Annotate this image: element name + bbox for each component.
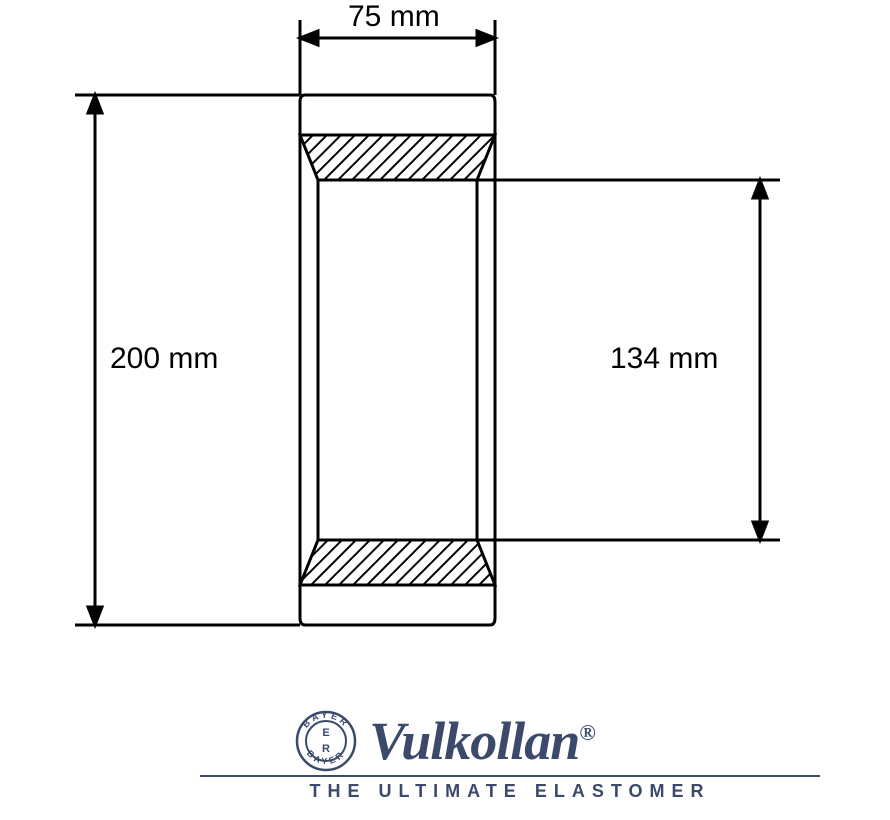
bayer-badge: BAYER BAYER E R bbox=[295, 710, 357, 772]
brand-name: Vulkollan® bbox=[369, 714, 595, 768]
svg-text:E: E bbox=[323, 727, 330, 739]
width-label: 75 mm bbox=[348, 0, 440, 34]
technical-drawing bbox=[0, 0, 890, 820]
part-cross-section bbox=[300, 95, 495, 625]
svg-text:R: R bbox=[322, 743, 330, 755]
outer-height-label: 200 mm bbox=[110, 342, 218, 376]
inner-height-label: 134 mm bbox=[610, 342, 718, 376]
brand-area: BAYER BAYER E R Vulkollan® THE ULTIMATE … bbox=[0, 710, 890, 802]
brand-divider bbox=[200, 775, 820, 777]
brand-tagline: THE ULTIMATE ELASTOMER bbox=[130, 781, 890, 802]
